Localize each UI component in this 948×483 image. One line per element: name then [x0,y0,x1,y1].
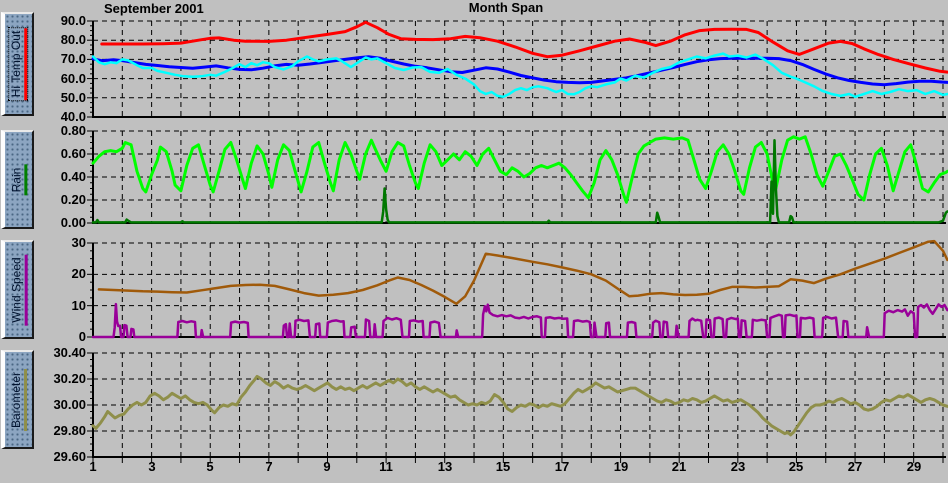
y-tick-label: 80.0 [60,32,86,47]
x-tick-label: 1 [89,459,97,474]
y-tick-label: 60.0 [60,71,86,86]
hi-temp-red-line [100,20,948,74]
panel-button-label: Rain [9,164,28,195]
panel-button-barometer[interactable]: Barometer [1,350,34,449]
y-tick-label: 20 [71,266,86,281]
y-tick-label: 10 [71,298,86,313]
y-tick-label: 30.40 [53,345,86,360]
hi-wind-brown-line [97,239,948,306]
y-tick-label: 29.60 [53,449,86,464]
plot-span-title: Month Span [468,0,544,15]
x-tick-label: 7 [265,459,273,474]
y-tick-label: 0.00 [60,215,86,230]
y-tick-label: 29.80 [53,423,86,438]
barometer-olive-line [91,374,948,437]
x-tick-label: 17 [554,459,570,474]
x-tick-label: 29 [906,459,922,474]
x-tick-label: 19 [613,459,629,474]
panel-button-wind-speed[interactable]: Wind Speed [1,240,34,339]
y-tick-label: 40.0 [60,109,86,124]
y-tick-label: 30.20 [53,371,86,386]
panel-button-label: Wind Speed [9,253,28,326]
panel-button-face: Barometer [5,352,32,447]
avg-temp-blue-line [91,55,948,87]
daily-rain-dark-green-line [91,138,948,224]
x-tick-label: 3 [148,459,156,474]
panel-button-face: Rain [5,132,32,227]
panel-button-label: Barometer [9,368,28,431]
y-tick-label: 0.80 [60,123,86,138]
y-tick-label: 70.0 [60,51,86,66]
x-tick-label: 11 [379,459,393,474]
panel-button-hi-temp-out[interactable]: Hi Temp Out [1,12,34,116]
x-tick-label: 9 [323,459,331,474]
x-tick-label: 21 [671,459,687,474]
x-tick-label: 5 [206,459,214,474]
y-tick-label: 50.0 [60,90,86,105]
y-tick-label: 30 [71,235,86,250]
y-tick-label: 0.60 [60,146,86,161]
y-tick-label: 30.00 [53,397,86,412]
rain-cycle-green-line [91,135,948,204]
panel-button-rain[interactable]: Rain [1,130,34,229]
plot-month-title: September 2001 [104,1,204,16]
x-tick-label: 25 [788,459,804,474]
y-tick-label: 90.0 [60,13,86,28]
y-tick-label: 0.40 [60,169,86,184]
avg-wind-purple-line [91,302,948,339]
low-temp-cyan-line [91,52,948,99]
x-tick-label: 27 [847,459,863,474]
y-tick-label: 0.20 [60,192,86,207]
x-tick-label: 13 [437,459,453,474]
panel-button-face: Hi Temp Out [5,14,32,114]
x-tick-label: 23 [730,459,746,474]
y-tick-label: 0 [78,329,86,344]
panel-button-label: Hi Temp Out [9,23,28,105]
x-tick-label: 15 [495,459,511,474]
panel-button-face: Wind Speed [5,242,32,337]
